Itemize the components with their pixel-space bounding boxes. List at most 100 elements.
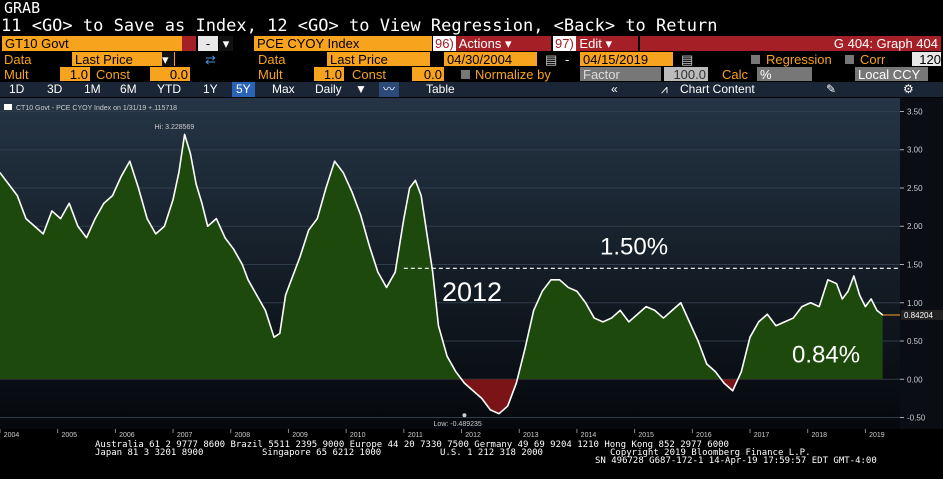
security1-spacer [182,36,196,51]
calendar-icon[interactable]: ▤ [545,52,558,67]
data-field-1[interactable]: Last Price [72,52,175,67]
data-point [498,413,500,415]
const-label-1: Const [96,67,130,82]
data-point [593,317,595,319]
chart-toolbar: 1D 3D 1M 6M YTD 1Y 5Y Max Daily ▼ 〰 Tabl… [0,82,943,97]
chevron-down-icon[interactable]: ▾ [219,36,233,51]
data-point [414,179,416,181]
data-point [325,187,327,189]
collapse-icon[interactable]: « [611,82,618,96]
x-tick-label: 2008 [235,432,251,439]
regression-checkbox[interactable] [751,55,760,64]
line-chart-icon[interactable]: 〰 [379,82,400,97]
range-1m[interactable]: 1M [84,82,101,96]
period-select[interactable]: Daily [315,82,342,96]
data-label-2: Data [258,52,286,67]
range-ytd[interactable]: YTD [157,82,181,96]
range-1y[interactable]: 1Y [203,82,218,96]
mult-input-1[interactable]: 1.0 [60,67,90,82]
edit-number: 97) [553,36,576,51]
data-point [394,271,396,273]
table-button[interactable]: Table [426,82,455,96]
data-point [758,321,760,323]
data-point [264,309,266,312]
chevron-down-icon: ▾ [504,36,512,51]
chart-content-button[interactable]: Chart Content [680,82,755,96]
factor-select[interactable]: Factor [580,67,661,82]
const-input-1[interactable]: 0.0 [150,67,190,82]
gear-icon[interactable]: ⚙ [903,82,914,96]
data-point [59,217,62,220]
data-point [189,152,191,155]
data-point [129,160,131,162]
security2-field[interactable]: PCE CYOY Index [254,36,432,51]
chevron-down-icon[interactable]: ▼ [355,82,367,96]
data-point [51,210,53,212]
footer-japan: Japan 81 3 3201 8900 [95,448,204,458]
data-point [178,172,180,174]
data-point [155,233,157,235]
range-1d[interactable]: 1D [9,82,25,96]
data-point [870,298,872,300]
corr-value[interactable]: 120 [912,52,941,67]
security1-menu[interactable]: - [198,36,218,51]
chart-content-icon[interactable]: ⩘ [661,82,668,96]
y-tick-label: 1.50 [907,261,923,270]
data-point [163,225,166,227]
data-point [77,225,79,227]
data-point [25,217,27,220]
security1-field[interactable]: GT10 Govt [2,36,183,51]
range-5y[interactable]: 5Y [232,82,255,97]
corr-checkbox[interactable] [845,55,854,64]
regression-label: Regression [766,52,832,67]
data-point [403,217,405,220]
data-point [224,237,226,239]
data-point [610,317,613,319]
end-date-input[interactable]: 04/15/2019 [580,52,673,67]
calendar-icon[interactable]: ▤ [681,52,694,67]
x-tick-label: 2012 [465,432,481,439]
data-point [342,172,344,174]
x-tick-label: 2009 [292,432,308,439]
mult-label-1: Mult [4,67,29,82]
edit-annotation-icon[interactable]: ✎ [826,82,837,96]
data-point [299,256,301,258]
grab-label: GRAB [4,0,41,17]
data-point [195,183,197,185]
data-point [654,309,656,312]
x-tick-label: 2015 [638,432,654,439]
low-label: Low: -0.489235 [434,421,482,428]
legend-swatch [4,104,12,110]
actions-menu[interactable]: 96) Actions ▾ [433,36,551,51]
calc-select[interactable]: % [757,67,812,82]
range-6m[interactable]: 6M [120,82,137,96]
data-field-2[interactable]: Last Price [327,52,430,67]
y-tick-label: 0.00 [907,375,923,384]
y-tick-label: 0.50 [907,337,923,346]
normalize-checkbox[interactable] [461,70,470,79]
footer-us: U.S. 1 212 318 2000 [440,448,543,458]
range-max[interactable]: Max [272,82,295,96]
data-point [409,187,411,189]
const-input-2[interactable]: 0.0 [412,67,444,82]
data-point [481,397,483,399]
mult-input-2[interactable]: 1.0 [314,67,344,82]
edit-menu[interactable]: 97) Edit ▾ [553,36,638,51]
x-tick-label: 2004 [4,432,20,439]
y-tick-label: 1.00 [907,299,923,308]
data-point [359,214,362,216]
range-3d[interactable]: 3D [47,82,63,96]
currency-select[interactable]: Local CCY [855,67,928,82]
data-point [645,305,647,308]
link-icon[interactable]: ⇄ [205,52,216,67]
data-point [859,294,861,296]
data-point [818,305,820,308]
chevron-down-icon[interactable]: ▾ [162,52,174,67]
last-value-label: 0.84204 [904,311,933,320]
mult-label-2: Mult [258,67,283,82]
data-point [584,302,587,304]
actions-label: Actions [458,36,502,51]
data-point [732,390,734,392]
factor-value[interactable]: 100.0 [664,67,708,82]
start-date-input[interactable]: 04/30/2004 [444,52,537,67]
